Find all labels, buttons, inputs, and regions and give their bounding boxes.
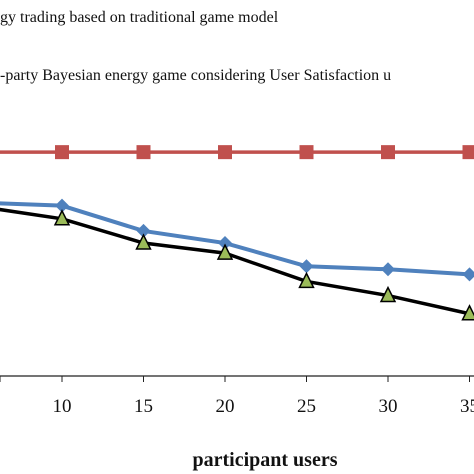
x-tick-label: 10 (53, 396, 72, 417)
x-tick-label: 15 (134, 396, 153, 417)
x-tick-label: 20 (216, 396, 235, 417)
diamond-marker (55, 198, 69, 213)
square-marker (462, 145, 474, 160)
square-marker (299, 145, 314, 160)
series-1 (0, 145, 474, 160)
legend-entry-2-label: -party Bayesian energy game considering … (0, 67, 391, 84)
x-tick-label: 30 (379, 396, 398, 417)
triangle-marker (53, 209, 71, 226)
series-group (0, 145, 474, 321)
legend-entry-1-label: gy trading based on traditional game mod… (0, 9, 279, 26)
triangle-marker (216, 243, 234, 260)
legend: gy trading based on traditional game mod… (0, 9, 391, 84)
triangle-marker (298, 271, 315, 289)
triangle-marker (135, 233, 152, 250)
series-line (0, 201, 470, 277)
series-2 (0, 198, 474, 282)
x-axis-ticks: 10 15 20 25 30 35 (0, 376, 474, 417)
x-axis-title: participant users (193, 449, 338, 471)
square-marker (55, 145, 69, 160)
diamond-marker (381, 262, 395, 277)
square-marker (136, 145, 151, 160)
square-marker (381, 145, 395, 160)
series-line (0, 207, 470, 316)
diamond-marker (218, 236, 232, 251)
diamond-marker (136, 223, 151, 238)
x-tick-label: 35 (460, 396, 474, 417)
diamond-marker (299, 259, 314, 274)
square-marker (218, 145, 232, 160)
x-tick-label: 25 (297, 396, 316, 417)
series-3 (0, 207, 474, 321)
triangle-marker (379, 285, 397, 303)
diamond-marker (462, 267, 474, 282)
triangle-marker (461, 304, 474, 321)
